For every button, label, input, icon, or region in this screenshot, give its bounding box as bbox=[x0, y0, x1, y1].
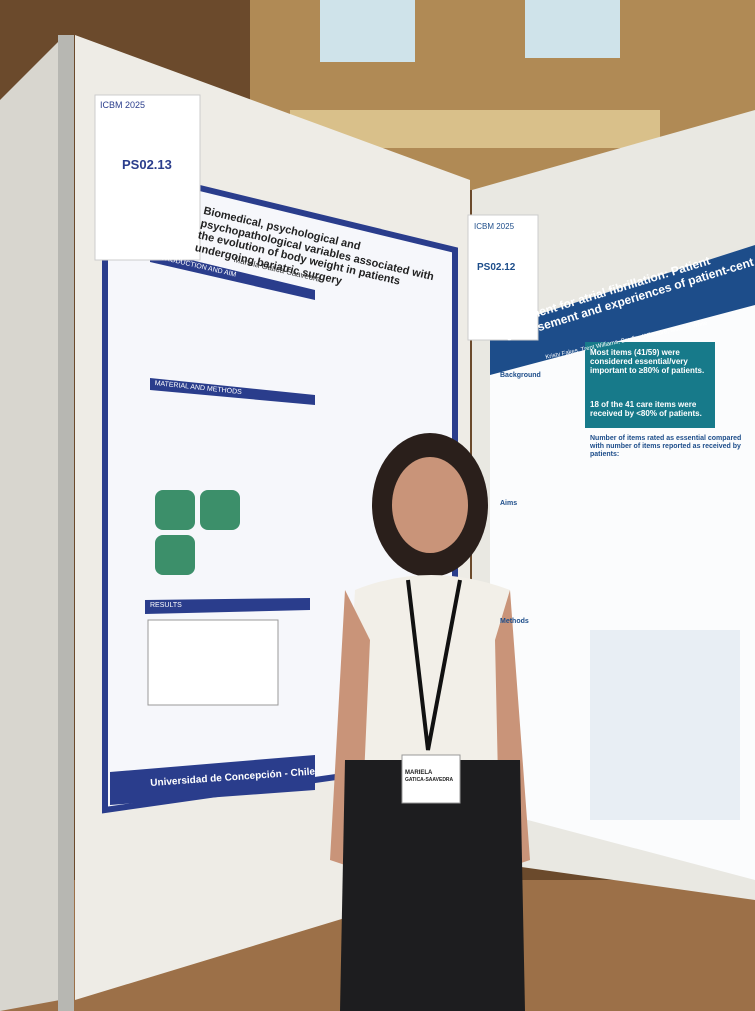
table bbox=[590, 630, 740, 820]
section-title: Methods bbox=[500, 618, 529, 625]
section-bar bbox=[145, 598, 310, 614]
highlight-box bbox=[585, 342, 715, 428]
diagram-box bbox=[200, 490, 240, 530]
highlight: 18 of the 41 care items were received by… bbox=[590, 400, 702, 419]
top bbox=[345, 575, 520, 770]
conference: ICBM 2025 bbox=[100, 100, 146, 110]
diagram-box bbox=[155, 535, 195, 575]
badge-name: GATICA-SAAVEDRA bbox=[405, 777, 454, 783]
tag-sheet bbox=[94, 94, 201, 261]
section-bar bbox=[150, 250, 315, 300]
lanyard bbox=[406, 579, 462, 751]
results-plot bbox=[147, 619, 279, 706]
trousers bbox=[340, 760, 525, 1011]
section-title: Aims bbox=[500, 500, 518, 507]
footer-bar bbox=[110, 755, 315, 805]
section-bar bbox=[150, 378, 315, 405]
face bbox=[392, 457, 468, 553]
section-title: Background bbox=[500, 372, 541, 379]
badge bbox=[401, 754, 461, 804]
tag-label: PS02.12 bbox=[477, 262, 516, 273]
badge-name: MARIELA bbox=[405, 770, 433, 776]
highlight: Most items (41/59) were considered essen… bbox=[590, 348, 705, 376]
conference: ICBM 2025 bbox=[474, 222, 515, 231]
window bbox=[525, 0, 620, 58]
chart-title: Number of items rated as essential compa… bbox=[590, 435, 742, 459]
diagram-box bbox=[155, 490, 195, 530]
window bbox=[320, 0, 415, 62]
tag-label: PS02.13 bbox=[122, 157, 172, 172]
section-title: RESULTS bbox=[150, 602, 182, 609]
poster-header bbox=[490, 245, 755, 375]
board-frame bbox=[58, 35, 74, 1011]
side-board bbox=[0, 40, 60, 1011]
tag-sheet bbox=[467, 214, 539, 341]
